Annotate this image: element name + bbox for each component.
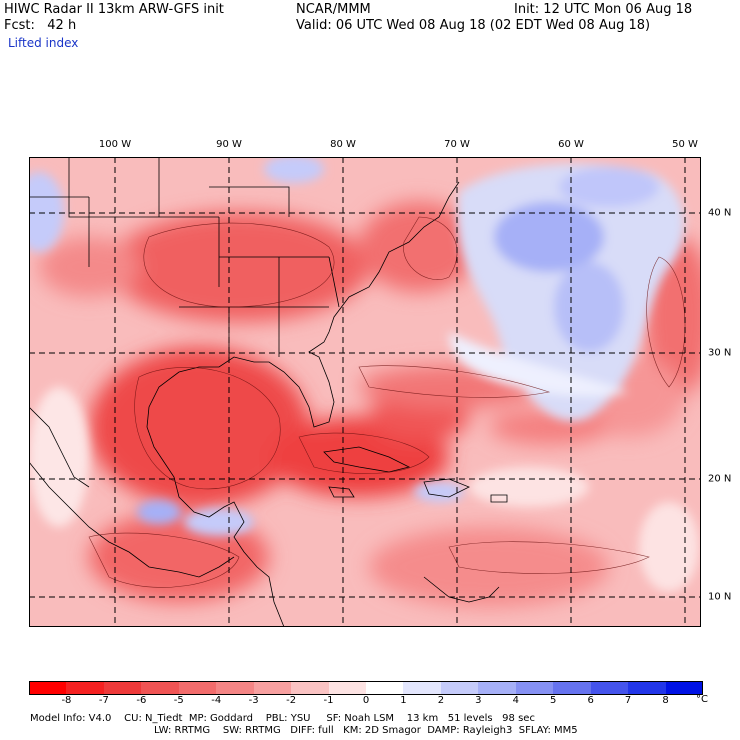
colorbar-swatch <box>628 681 667 694</box>
colorbar-tick-label: -3 <box>248 695 259 706</box>
colorbar-swatch <box>515 681 554 694</box>
colorbar-swatch <box>403 681 442 694</box>
lon-label-50w: 50 W <box>672 139 698 150</box>
lon-label-90w: 90 W <box>216 139 242 150</box>
colorbar-tick-label: 7 <box>624 695 632 706</box>
colorbar-swatch <box>178 681 217 694</box>
model-info-line1: Model Info: V4.0 CU: N_Tiedt MP: Goddard… <box>30 713 535 724</box>
colorbar-swatch <box>366 681 404 694</box>
lat-label-20n: 20 N <box>708 473 732 485</box>
colorbar-swatch <box>253 681 292 694</box>
forecast-hour: Fcst: 42 h <box>4 18 77 33</box>
model-title: HIWC Radar II 13km ARW-GFS init <box>4 2 224 17</box>
colorbar-swatch <box>216 681 255 694</box>
lat-label-10n: 10 N <box>708 591 732 603</box>
lat-label-40n: 40 N <box>708 207 732 219</box>
colorbar-swatch <box>665 681 704 694</box>
map-frame <box>29 157 701 627</box>
colorbar-swatch <box>590 681 629 694</box>
colorbar-tick-label: 0 <box>362 695 370 706</box>
colorbar-swatch <box>66 681 105 694</box>
colorbar-tick-label: -5 <box>173 695 184 706</box>
organization: NCAR/MMM <box>296 2 371 17</box>
colorbar-swatch <box>141 681 180 694</box>
init-time: Init: 12 UTC Mon 06 Aug 18 <box>514 2 693 17</box>
colorbar-swatch <box>553 681 592 694</box>
colorbar-tick-label: 4 <box>512 695 519 706</box>
lon-label-60w: 60 W <box>558 139 584 150</box>
colorbar-tick-label: 3 <box>475 695 482 706</box>
colorbar-swatch <box>103 681 142 694</box>
colorbar-tick-label: -4 <box>211 695 222 706</box>
colorbar-tick-label: 1 <box>400 695 407 706</box>
graticule <box>29 157 701 627</box>
colorbar-swatch <box>440 681 479 694</box>
coastlines <box>29 157 508 627</box>
field-name: Lifted index <box>8 36 79 50</box>
colorbar-frame <box>29 681 703 695</box>
lon-label-70w: 70 W <box>444 139 470 150</box>
colorbar-tick-label: 8 <box>662 695 669 706</box>
colorbar-tick-label: -1 <box>323 695 334 706</box>
lon-label-80w: 80 W <box>330 139 356 150</box>
colorbar-tick-label: -6 <box>136 695 147 706</box>
colorbar-tick-label: 6 <box>587 695 594 706</box>
colorbar-tick-label: 5 <box>550 695 557 706</box>
valid-time: Valid: 06 UTC Wed 08 Aug 18 (02 EDT Wed … <box>296 18 651 33</box>
colorbar-swatch <box>328 681 367 694</box>
colorbar-swatch <box>291 681 330 694</box>
colorbar-tick-label: -2 <box>286 695 297 706</box>
lat-label-30n: 30 N <box>708 347 732 359</box>
contours <box>88 216 686 588</box>
lon-label-100w: 100 W <box>98 139 132 150</box>
colorbar-unit: °C <box>696 694 708 705</box>
colorbar-swatch <box>478 681 517 694</box>
lifted-index-map <box>29 157 701 627</box>
model-info-line2: LW: RRTMG SW: RRTMG DIFF: full KM: 2D Sm… <box>154 725 578 736</box>
colorbar-tick-label: 2 <box>437 695 445 706</box>
colorbar-tick-label: -8 <box>61 695 72 706</box>
colorbar-tick-label: -7 <box>98 695 109 706</box>
